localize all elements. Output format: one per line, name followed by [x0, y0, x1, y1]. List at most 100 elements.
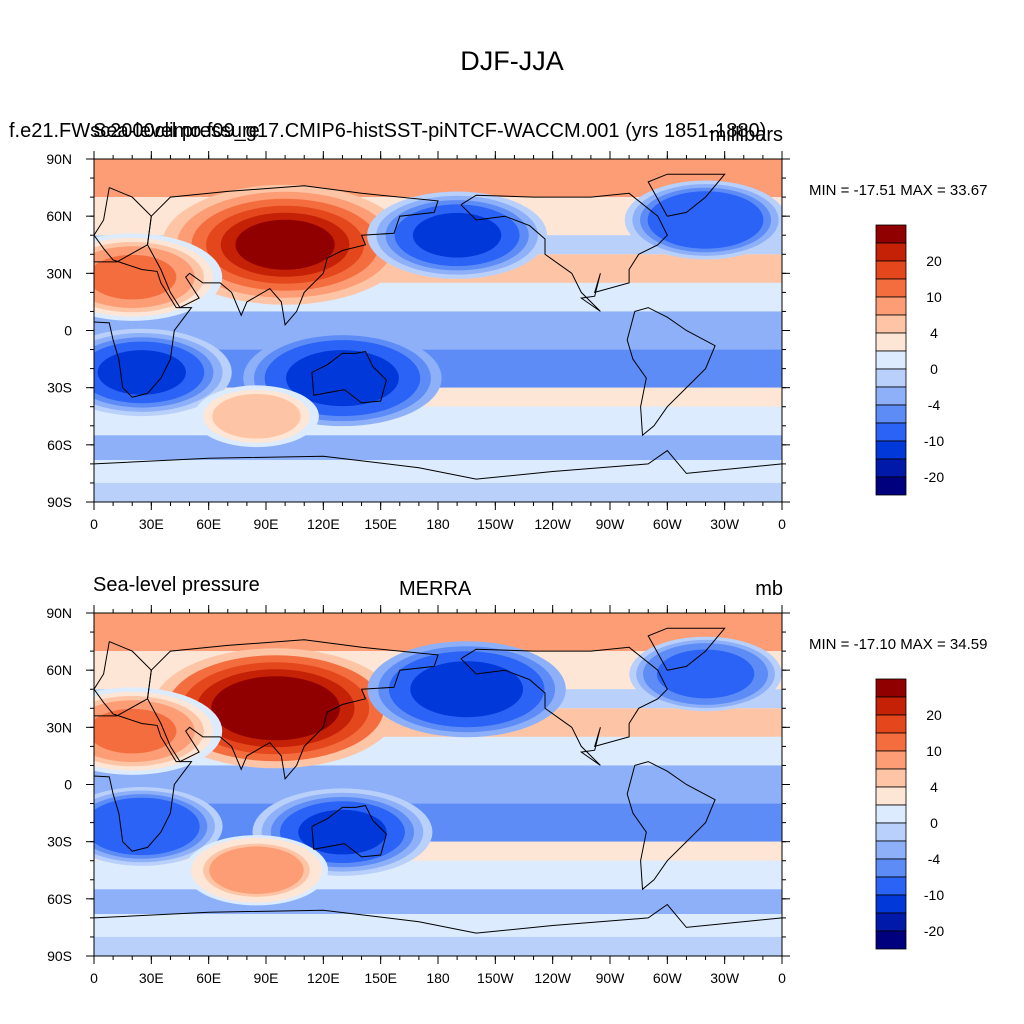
colorbar-swatch — [875, 804, 907, 824]
x-tick-label: 90E — [254, 516, 279, 532]
contour-north-africa-high — [94, 254, 177, 300]
x-tick-label: 180 — [426, 970, 450, 986]
x-tick-label: 150E — [364, 970, 397, 986]
y-tick-label: 60N — [46, 208, 72, 224]
contour-north-africa-high — [94, 708, 177, 754]
figure-title: DJF-JJA — [460, 46, 564, 76]
contour-aleutian-low — [412, 212, 502, 258]
contour-siberian-high — [225, 683, 326, 734]
panel2-units: mb — [755, 578, 783, 600]
colorbar-swatch — [875, 822, 907, 842]
colorbar-label: 10 — [926, 289, 942, 305]
coastline — [94, 903, 782, 934]
x-tick-label: 60E — [196, 970, 221, 986]
x-tick-label: 90W — [596, 516, 626, 532]
panel1-left-title: Sea-level pressure — [93, 120, 260, 142]
colorbar-label: -4 — [928, 397, 941, 413]
colorbar-swatch — [875, 714, 907, 734]
x-tick-label: 30W — [710, 516, 740, 532]
colorbar-label: -20 — [924, 469, 944, 485]
coastline — [146, 185, 439, 326]
contour-south-indian-ocean-high — [215, 849, 298, 892]
x-tick-label: 60E — [196, 516, 221, 532]
x-tick-label: 150E — [364, 516, 397, 532]
colorbar-swatch — [875, 732, 907, 752]
map-field — [94, 159, 782, 502]
y-tick-label: 30S — [47, 834, 72, 850]
x-tick-label: 0 — [778, 516, 786, 532]
x-tick-label: 60W — [653, 970, 683, 986]
contour-icelandic-low — [662, 198, 749, 242]
x-tick-label: 30E — [139, 516, 164, 532]
y-tick-label: 30S — [47, 380, 72, 396]
colorbar-swatch — [875, 876, 907, 896]
x-tick-label: 0 — [90, 970, 98, 986]
contour-southern-africa-low — [97, 350, 186, 395]
colorbar-label: -4 — [928, 851, 941, 867]
colorbar-label: -20 — [924, 923, 944, 939]
contour-aleutian-low — [420, 666, 513, 713]
y-tick-label: 90S — [47, 948, 72, 964]
colorbar-label: 0 — [930, 815, 938, 831]
panel2-left-title: Sea-level pressure — [93, 574, 260, 596]
x-tick-label: 0 — [778, 970, 786, 986]
y-tick-label: 60N — [46, 662, 72, 678]
colorbar-label: -10 — [924, 887, 944, 903]
colorbar-label: 4 — [930, 325, 938, 341]
colorbar-label: 20 — [926, 253, 942, 269]
coastline — [94, 187, 193, 398]
colorbar-label: 10 — [926, 743, 942, 759]
x-tick-label: 30E — [139, 970, 164, 986]
x-tick-label: 120W — [534, 970, 571, 986]
field-band — [94, 936, 782, 956]
colorbar-swatch — [875, 930, 907, 950]
y-tick-label: 30N — [46, 719, 72, 735]
contour-australia-low — [296, 355, 389, 402]
y-tick-label: 60S — [47, 437, 72, 453]
coastline — [311, 350, 387, 404]
x-tick-label: 120E — [307, 970, 340, 986]
y-tick-label: 60S — [47, 891, 72, 907]
colorbar-swatch — [875, 786, 907, 806]
panel2-model-title: MERRA — [399, 578, 472, 600]
x-tick-label: 180 — [426, 516, 450, 532]
y-tick-label: 0 — [64, 777, 72, 793]
x-tick-label: 150W — [477, 516, 514, 532]
x-tick-label: 150W — [477, 970, 514, 986]
x-tick-label: 60W — [653, 516, 683, 532]
contour-siberian-high — [235, 219, 335, 270]
colorbar-label: 0 — [930, 361, 938, 377]
x-tick-label: 90E — [254, 970, 279, 986]
coastline — [626, 761, 716, 891]
x-tick-label: 0 — [90, 516, 98, 532]
contour-south-indian-ocean-high — [216, 396, 297, 437]
coastline — [94, 641, 193, 852]
field-band — [94, 435, 782, 461]
contour-icelandic-low — [663, 652, 748, 696]
coastline — [94, 449, 782, 480]
colorbar-label: 20 — [926, 707, 942, 723]
contour-southern-africa-low — [99, 804, 185, 848]
panel2-stats: MIN = -17.10 MAX = 34.59 — [809, 636, 988, 653]
coastline — [311, 804, 387, 858]
panel1-map-plot: 0 30E 60E 90E 120E 150E 180 150W 120W 90W 60W 30W 0 9… — [46, 151, 790, 532]
x-tick-label: 120E — [307, 516, 340, 532]
y-tick-label: 90N — [46, 151, 72, 167]
colorbar-swatch — [875, 840, 907, 860]
colorbar-swatch — [875, 768, 907, 788]
field-band — [94, 889, 782, 915]
colorbar-swatch — [875, 750, 907, 770]
colorbar-swatch — [875, 696, 907, 716]
panel1-colorbar: 20 10 4 0 -4 -10 -20 — [875, 224, 944, 496]
x-tick-label: 90W — [596, 970, 626, 986]
colorbar-swatch — [875, 912, 907, 932]
coastline — [647, 173, 726, 217]
coastline — [146, 639, 439, 780]
panel2-colorbar: 20 10 4 0 -4 -10 -20 — [875, 678, 944, 950]
colorbar-swatch — [875, 858, 907, 878]
coastline — [460, 646, 668, 766]
colorbar-swatch — [875, 894, 907, 914]
panel1-units: millibars — [709, 124, 783, 146]
map-field — [94, 613, 782, 956]
